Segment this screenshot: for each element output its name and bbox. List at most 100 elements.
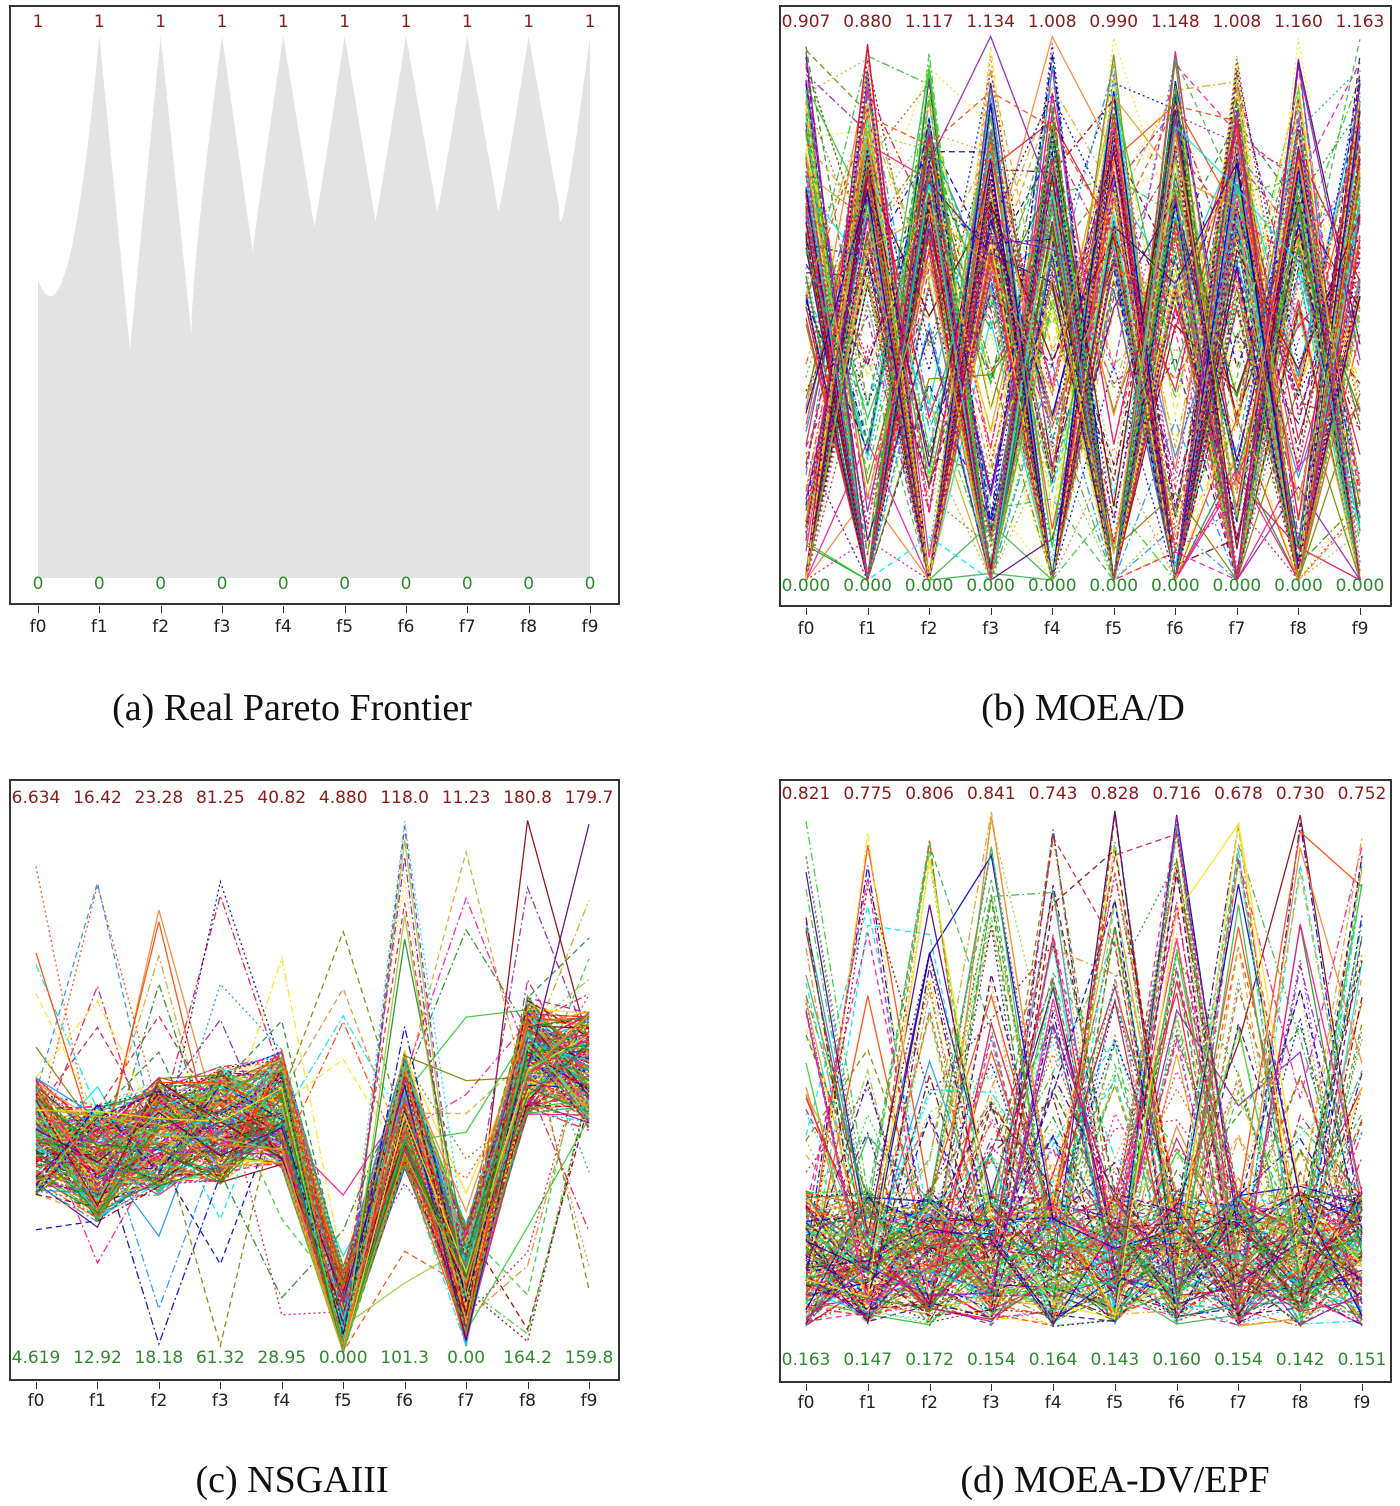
x-tick (1362, 1384, 1363, 1391)
axis-min-label: 0 (339, 574, 351, 594)
axis-min-label: 0.142 (1275, 1350, 1325, 1370)
x-tick-label: f5 (336, 617, 354, 637)
plot-area-d (779, 779, 1392, 1383)
x-tick (990, 608, 992, 615)
axis-max-label: 11.23 (441, 788, 491, 808)
pareto-band (38, 36, 590, 578)
x-tick (158, 1382, 160, 1389)
axis-max-label: 179.7 (564, 788, 614, 808)
x-tick (867, 608, 869, 615)
x-tick (406, 606, 407, 613)
x-tick (1360, 608, 1361, 615)
x-tick-label: f1 (859, 1393, 877, 1413)
axis-min-label: 101.3 (380, 1348, 429, 1368)
x-tick-label: f5 (334, 1391, 352, 1411)
x-tick (222, 606, 223, 613)
axis-min-label: 0 (277, 574, 289, 594)
axis-min-label: 0.151 (1337, 1350, 1387, 1370)
x-tick (589, 1382, 590, 1389)
axis-min-label: 0.154 (1214, 1350, 1263, 1370)
axis-min-label: 0 (216, 574, 228, 594)
x-tick-label: f0 (797, 619, 815, 639)
parallel-lines-b (805, 34, 1361, 583)
x-tick (404, 1382, 406, 1389)
x-tick-label: f5 (1105, 619, 1123, 639)
axis-min-label: 164.2 (503, 1348, 552, 1368)
axis-max-label: 0.880 (843, 12, 892, 32)
axis-max-label: 0.806 (905, 784, 954, 804)
axis-min-label: 61.32 (195, 1348, 245, 1368)
x-tick-label: f7 (458, 617, 476, 637)
x-tick-label: f4 (1043, 619, 1061, 639)
x-tick-label: f4 (274, 617, 292, 637)
panel-a: 1 0 f0 1 0 f1 1 0 f2 1 0 f3 1 0 f4 1 0 f5 1 0 f6 1 0 f7 1 0 f8 1 0 f9… (0, 0, 700, 740)
axis-min-label: 0.000 (1212, 576, 1262, 596)
x-tick-label: f5 (1106, 1393, 1124, 1413)
panel-b: 0.907 0.000 f0 0.880 0.000 f1 1.117 0.000 f2 1.13… (0, 0, 1400, 740)
axis-min-label: 0 (461, 574, 473, 594)
x-tick-label: f7 (1230, 1393, 1247, 1413)
axis-min-label: 0.00 (447, 1348, 486, 1368)
x-tick (527, 1382, 529, 1389)
panel-c: 6.634 4.619 f0 16.42 12.92 f1 23.28 18.18 f2 81.2… (9, 779, 620, 1501)
axis-min-label: 0.154 (966, 1350, 1016, 1370)
parallel-lines-d (805, 810, 1363, 1329)
x-tick (867, 1384, 869, 1391)
axis-min-label: 0.000 (1027, 576, 1077, 596)
axis-max-label: 1.160 (1274, 12, 1323, 32)
x-tick-label: f1 (89, 1391, 106, 1411)
x-tick (99, 606, 101, 613)
x-tick (1236, 608, 1238, 615)
x-tick (283, 606, 285, 613)
x-tick (1238, 1384, 1240, 1391)
axis-max-label: 1.148 (1150, 12, 1200, 32)
axis-min-label: 4.619 (11, 1348, 61, 1368)
axis-max-label: 1 (155, 12, 167, 32)
x-tick-label: f8 (520, 617, 538, 637)
x-tick (929, 608, 931, 615)
x-tick (806, 1384, 807, 1391)
x-tick-label: f3 (982, 619, 1000, 639)
axis-max-label: 1 (93, 12, 105, 32)
x-tick-label: f3 (213, 617, 231, 637)
axis-max-label: 1 (400, 12, 412, 32)
axis-min-label: 18.18 (134, 1348, 184, 1368)
x-tick-label: f2 (920, 619, 938, 639)
x-tick (991, 1384, 993, 1391)
axis-min-label: 0.000 (781, 576, 831, 596)
x-tick-label: f1 (859, 619, 876, 639)
axis-min-label: 0.163 (781, 1350, 831, 1370)
axis-max-label: 1 (339, 12, 351, 32)
x-tick (36, 1382, 37, 1389)
plot-area-b (779, 5, 1392, 607)
x-tick (528, 606, 530, 613)
axis-max-label: 0.730 (1275, 784, 1325, 804)
axis-min-label: 0.000 (904, 576, 954, 596)
axis-max-label: 0.752 (1337, 784, 1387, 804)
x-tick (281, 1382, 283, 1389)
axis-max-label: 1.134 (966, 12, 1015, 32)
x-tick (1176, 1384, 1178, 1391)
x-tick-label: f6 (1168, 1393, 1186, 1413)
axis-max-label: 0.775 (843, 784, 893, 804)
x-tick (929, 1384, 931, 1391)
x-tick (1113, 608, 1115, 615)
x-tick-label: f4 (273, 1391, 291, 1411)
axis-max-label: 6.634 (11, 788, 61, 808)
x-tick-label: f0 (27, 1391, 45, 1411)
axis-min-label: 0.000 (843, 576, 892, 596)
axis-max-label: 1 (277, 12, 289, 32)
caption-b: (b) MOEA/D (981, 687, 1185, 729)
x-tick-label: f2 (152, 617, 170, 637)
x-tick-label: f7 (1228, 619, 1246, 639)
axis-max-label: 1 (461, 12, 473, 32)
x-tick-label: f4 (1044, 1393, 1062, 1413)
axis-max-label: 0.828 (1090, 784, 1140, 804)
axis-min-label: 159.8 (564, 1348, 614, 1368)
axis-min-label: 0 (584, 574, 596, 594)
plot-area-a (9, 5, 620, 605)
axis-max-label: 1 (523, 12, 535, 32)
parallel-lines-c (35, 820, 590, 1355)
caption-d: (d) MOEA-DV/EPF (960, 1459, 1270, 1501)
